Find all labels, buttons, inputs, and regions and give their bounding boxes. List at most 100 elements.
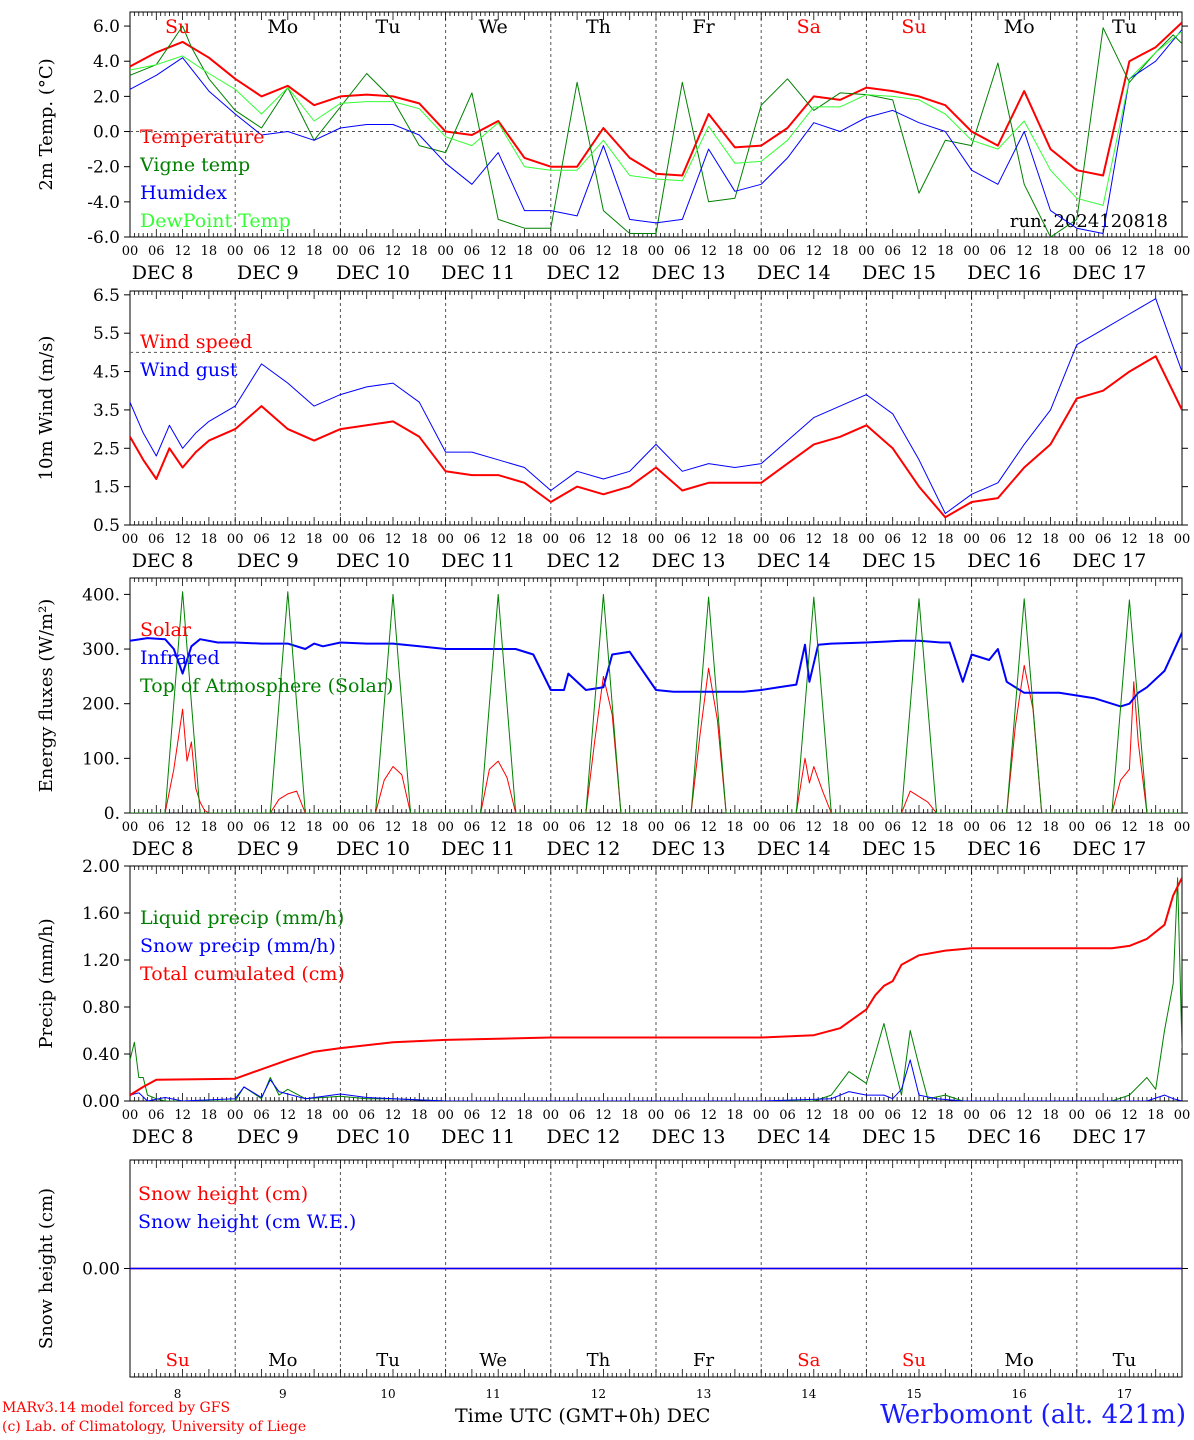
hour-label: 18 bbox=[411, 244, 428, 259]
legend-entry: DewPoint Temp bbox=[140, 210, 291, 232]
hour-label: 00 bbox=[858, 1108, 875, 1123]
hour-label: 12 bbox=[385, 820, 402, 835]
date-label: DEC 8 bbox=[132, 550, 194, 572]
hour-label: 12 bbox=[595, 244, 612, 259]
date-label: DEC 11 bbox=[441, 550, 515, 572]
hour-label: 18 bbox=[727, 1108, 744, 1123]
date-label: DEC 9 bbox=[237, 838, 299, 860]
weekday-label: Su bbox=[901, 16, 926, 38]
date-label: DEC 13 bbox=[652, 262, 726, 284]
date-label: DEC 15 bbox=[862, 838, 936, 860]
date-label: DEC 16 bbox=[967, 1126, 1041, 1148]
hour-label: 18 bbox=[516, 820, 533, 835]
hour-label: 12 bbox=[806, 244, 823, 259]
hour-label: 00 bbox=[963, 532, 980, 547]
x-axis-title: Time UTC (GMT+0h) DEC bbox=[455, 1405, 710, 1427]
hour-label: 12 bbox=[385, 532, 402, 547]
hour-label: 06 bbox=[464, 820, 481, 835]
bottom-weekday-label: Su bbox=[166, 1350, 190, 1371]
hour-label: 18 bbox=[411, 1108, 428, 1123]
weekday-label: Fr bbox=[692, 16, 715, 38]
hour-label: 18 bbox=[1042, 532, 1059, 547]
bottom-weekday-label: Th bbox=[587, 1350, 611, 1371]
series-total-cumulated-cm bbox=[130, 877, 1182, 1096]
hour-label: 12 bbox=[490, 532, 507, 547]
hour-label: 12 bbox=[174, 820, 191, 835]
hour-label: 00 bbox=[753, 532, 770, 547]
hour-label: 18 bbox=[201, 532, 218, 547]
hour-label: 06 bbox=[253, 1108, 270, 1123]
hour-label: 06 bbox=[884, 1108, 901, 1123]
hour-label: 12 bbox=[806, 820, 823, 835]
hour-label: 06 bbox=[990, 532, 1007, 547]
y-tick-label: 0. bbox=[104, 804, 120, 824]
series-infrared bbox=[130, 632, 1182, 708]
hour-label: 06 bbox=[358, 532, 375, 547]
hour-label: 00 bbox=[437, 244, 454, 259]
hour-label: 06 bbox=[1095, 244, 1112, 259]
hour-label: 18 bbox=[937, 244, 954, 259]
y-tick-label: 300. bbox=[82, 640, 120, 660]
hour-label: 12 bbox=[280, 244, 297, 259]
date-label: DEC 10 bbox=[336, 550, 410, 572]
hour-label: 06 bbox=[569, 532, 586, 547]
hour-label: 18 bbox=[306, 1108, 323, 1123]
hour-label: 18 bbox=[727, 532, 744, 547]
hour-label: 12 bbox=[595, 532, 612, 547]
legend-entry: Snow height (cm) bbox=[138, 1183, 308, 1205]
series-wind-gust bbox=[130, 298, 1182, 514]
date-label: DEC 11 bbox=[441, 838, 515, 860]
hour-label: 00 bbox=[648, 1108, 665, 1123]
hour-label: 18 bbox=[1147, 1108, 1164, 1123]
bottom-day-labels: Su 8 Mo 9 Tu 10 We 11 Th 12 Fr 13 Sa 14 Su 15 Mo 16 Tu 17 bbox=[166, 1350, 1137, 1401]
y-tick-label: 5.5 bbox=[93, 324, 120, 344]
hour-label: 00 bbox=[963, 820, 980, 835]
date-label: DEC 12 bbox=[546, 838, 620, 860]
hour-label: 12 bbox=[911, 532, 928, 547]
bottom-weekday-label: Su bbox=[902, 1350, 926, 1371]
hour-label: 00 bbox=[332, 1108, 349, 1123]
hour-label: 06 bbox=[253, 820, 270, 835]
hour-label: 00 bbox=[1069, 244, 1086, 259]
hour-label: 06 bbox=[779, 1108, 796, 1123]
hour-label: 18 bbox=[1147, 244, 1164, 259]
hour-label: 18 bbox=[832, 1108, 849, 1123]
hour-label: 00 bbox=[227, 1108, 244, 1123]
weekday-label: Tu bbox=[376, 16, 401, 38]
bottom-day-number: 14 bbox=[801, 1387, 817, 1401]
hour-label: 00 bbox=[122, 532, 139, 547]
hour-label: 18 bbox=[516, 244, 533, 259]
series-group bbox=[130, 298, 1182, 519]
hour-labels: 00 06 12 18 00 06 12 18 00 06 12 18 00 06 12 18 00 06 12 18… bbox=[122, 244, 1191, 259]
hour-label: 00 bbox=[1174, 244, 1191, 259]
station-name: Werbomont (alt. 421m) bbox=[880, 1400, 1186, 1430]
date-label: DEC 16 bbox=[967, 262, 1041, 284]
bottom-day-number: 9 bbox=[279, 1387, 287, 1401]
date-label: DEC 8 bbox=[132, 1126, 194, 1148]
hour-label: 12 bbox=[490, 244, 507, 259]
date-label: DEC 13 bbox=[652, 1126, 726, 1148]
hour-label: 06 bbox=[464, 1108, 481, 1123]
hour-label: 18 bbox=[937, 820, 954, 835]
hour-label: 06 bbox=[674, 1108, 691, 1123]
legend-entry: Snow height (cm W.E.) bbox=[138, 1211, 356, 1233]
hour-label: 12 bbox=[490, 820, 507, 835]
y-axis-label: Precip (mm/h) bbox=[36, 918, 57, 1048]
y-tick-label: 1.60 bbox=[82, 904, 120, 924]
hour-label: 18 bbox=[621, 244, 638, 259]
date-label: DEC 17 bbox=[1072, 262, 1146, 284]
hour-label: 18 bbox=[1147, 532, 1164, 547]
date-label: DEC 8 bbox=[132, 262, 194, 284]
y-tick-label: 0.40 bbox=[82, 1045, 120, 1065]
hour-label: 12 bbox=[174, 1108, 191, 1123]
legend-entry: Total cumulated (cm) bbox=[140, 963, 345, 985]
hour-label: 00 bbox=[858, 244, 875, 259]
hour-label: 18 bbox=[727, 244, 744, 259]
hour-label: 06 bbox=[1095, 1108, 1112, 1123]
hour-label: 12 bbox=[911, 820, 928, 835]
x-axis-month: DEC bbox=[666, 1405, 711, 1427]
hour-label: 18 bbox=[201, 244, 218, 259]
date-label: DEC 12 bbox=[546, 1126, 620, 1148]
hour-label: 12 bbox=[490, 1108, 507, 1123]
y-tick-label: 2.00 bbox=[82, 857, 120, 877]
